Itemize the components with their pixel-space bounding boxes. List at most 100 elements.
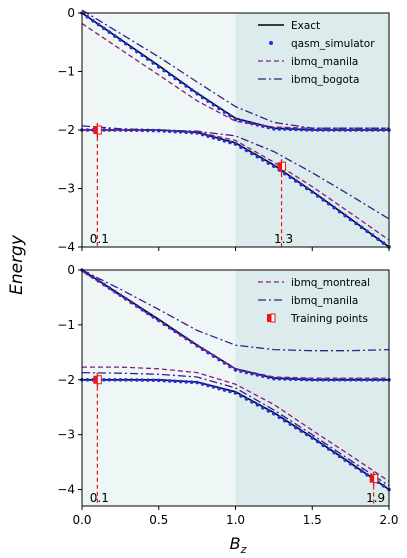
y-tick-label: −1 — [57, 318, 75, 332]
series-point-qasm_simulator — [283, 127, 287, 131]
series-point-qasm_simulator — [315, 194, 320, 198]
series-point-qasm_simulator — [326, 447, 331, 451]
series-point-qasm_simulator — [239, 145, 243, 150]
series-point-qasm_simulator — [332, 377, 336, 382]
series-point-qasm_simulator — [261, 406, 265, 410]
series-point-qasm_simulator — [294, 425, 298, 430]
series-point-qasm_simulator — [102, 128, 106, 132]
series-point-qasm_simulator — [200, 382, 205, 386]
legend-label: qasm_simulator — [291, 38, 375, 50]
series-point-qasm_simulator — [102, 377, 106, 382]
y-tick-label: −4 — [57, 483, 75, 497]
series-point-qasm_simulator — [129, 45, 134, 50]
series-point-qasm_simulator — [370, 233, 375, 238]
series-point-qasm_simulator — [381, 377, 386, 382]
series-point-qasm_simulator — [261, 158, 265, 162]
shaded-region — [235, 270, 389, 506]
series-point-qasm_simulator — [365, 128, 369, 132]
series-point-qasm_simulator — [266, 161, 271, 165]
series-line-ibmq_bogota-lower — [81, 125, 390, 220]
series-point-qasm_simulator — [321, 443, 326, 448]
series-line-ibmq_montreal-lower — [82, 366, 390, 482]
y-tick-label: −2 — [57, 123, 75, 137]
training-point-label: 1.9 — [366, 491, 385, 505]
series-point-qasm_simulator — [107, 377, 112, 382]
series-point-qasm_simulator — [145, 57, 150, 61]
y-tick-label: −4 — [57, 240, 75, 254]
series-point-qasm_simulator — [321, 198, 326, 202]
series-point-qasm_simulator — [167, 72, 172, 77]
series-point-qasm_simulator — [326, 201, 331, 206]
top-panel: 0.1 1.3 0 −1 −2 −3 −4 Exact qasm_simulator ibmq_m… — [57, 6, 391, 254]
series-point-qasm_simulator — [376, 377, 380, 382]
series-point-qasm_simulator — [195, 380, 199, 385]
series-point-qasm_simulator — [113, 34, 117, 38]
series-point-qasm_simulator — [167, 379, 172, 383]
series-point-qasm_simulator — [211, 135, 216, 140]
series-point-qasm_simulator — [299, 429, 304, 433]
training-point-marker-half — [96, 125, 102, 135]
series-line-ibmq_manila-lower — [81, 371, 390, 487]
series-point-qasm_simulator — [178, 379, 183, 384]
series-point-qasm_simulator — [91, 18, 95, 23]
series-point-qasm_simulator — [250, 151, 254, 156]
series-point-qasm_simulator — [310, 436, 315, 440]
series-point-qasm_simulator — [233, 142, 238, 146]
series-point-qasm_simulator — [294, 377, 298, 382]
series-point-qasm_simulator — [206, 99, 210, 103]
series-point-qasm_simulator — [217, 106, 221, 111]
series-point-qasm_simulator — [85, 128, 90, 132]
legend-label: Exact — [291, 20, 320, 32]
series-point-qasm_simulator — [140, 53, 145, 58]
series-point-qasm_simulator — [354, 465, 358, 470]
series-line-ibmq_manila-upper — [81, 22, 389, 129]
series-point-qasm_simulator — [184, 380, 188, 384]
series-point-qasm_simulator — [310, 377, 315, 382]
series-point-qasm_simulator — [239, 394, 243, 398]
series-point-qasm_simulator — [332, 450, 336, 455]
series-point-qasm_simulator — [250, 121, 254, 126]
series-point-qasm_simulator — [156, 378, 161, 383]
series-point-qasm_simulator — [343, 458, 347, 462]
series-point-qasm_simulator — [359, 128, 364, 132]
series-point-qasm_simulator — [228, 389, 232, 394]
series-point-qasm_simulator — [299, 182, 304, 187]
series-point-qasm_simulator — [337, 209, 342, 214]
series-point-qasm_simulator — [135, 378, 139, 382]
series-point-qasm_simulator — [113, 377, 117, 382]
series-point-qasm_simulator — [233, 368, 238, 372]
series-point-qasm_simulator — [370, 128, 375, 132]
series-point-qasm_simulator — [310, 128, 315, 132]
y-tick-label: 0 — [67, 6, 75, 20]
y-tick-label: 0 — [67, 263, 75, 277]
x-tick-label: 0.0 — [72, 513, 91, 527]
series-point-qasm_simulator — [107, 30, 112, 35]
legend-swatch-half — [270, 313, 276, 323]
series-point-qasm_simulator — [288, 422, 293, 426]
series-point-qasm_simulator — [376, 128, 380, 132]
training-point-marker — [93, 126, 98, 134]
series-point-qasm_simulator — [124, 378, 128, 382]
series-point-qasm_simulator — [145, 378, 150, 382]
series-point-qasm_simulator — [376, 237, 380, 241]
series-point-qasm_simulator — [294, 179, 298, 183]
series-point-qasm_simulator — [370, 377, 375, 382]
series-point-qasm_simulator — [365, 229, 369, 234]
series-point-qasm_simulator — [288, 175, 293, 180]
series-point-qasm_simulator — [124, 41, 128, 46]
series-line-ibmq_bogota-upper — [81, 9, 389, 129]
series-point-qasm_simulator — [222, 388, 227, 392]
series-point-qasm_simulator — [343, 213, 347, 218]
training-point-label: 0.1 — [90, 491, 109, 505]
legend-label: ibmq_manila — [291, 56, 358, 68]
series-point-qasm_simulator — [118, 377, 123, 382]
series-point-qasm_simulator — [173, 379, 177, 384]
series-point-qasm_simulator — [211, 385, 216, 389]
series-point-qasm_simulator — [354, 128, 358, 132]
series-point-qasm_simulator — [85, 377, 90, 382]
series-point-qasm_simulator — [272, 376, 276, 381]
series-point-qasm_simulator — [184, 84, 188, 88]
series-point-qasm_simulator — [255, 403, 260, 407]
series-point-qasm_simulator — [359, 377, 364, 382]
